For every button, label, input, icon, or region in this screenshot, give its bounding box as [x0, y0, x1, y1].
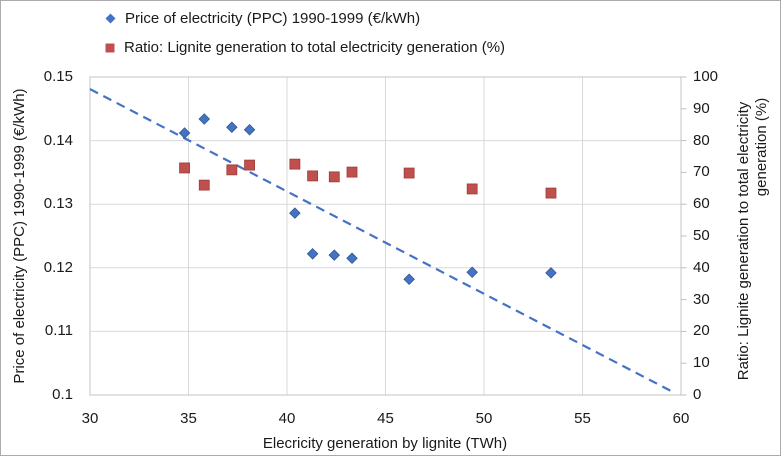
y-right-tick-label: 10 [693, 354, 710, 372]
y-left-tick-label: 0.12 [43, 258, 73, 276]
data-point-price[interactable] [289, 207, 301, 219]
y-left-tick-label: 0.14 [43, 131, 73, 149]
left-axis-title: Price of electricity (PPC) 1990-1999 (€/… [11, 88, 28, 384]
y-right-tick-label: 90 [693, 99, 710, 117]
data-point-ratio[interactable] [289, 158, 301, 170]
data-point-ratio[interactable] [328, 171, 340, 183]
trendline[interactable] [89, 88, 676, 395]
right-axis-title-line2: generation (%) [753, 97, 770, 197]
data-point-price[interactable] [346, 252, 358, 265]
y-right-tick-label: 60 [693, 195, 710, 213]
x-tick-label: 35 [180, 410, 197, 427]
data-point-ratio[interactable] [466, 183, 478, 195]
y-right-tick-label: 0 [693, 386, 702, 403]
x-axis-title: Elecricity generation by lignite (TWh) [262, 435, 508, 452]
data-point-price[interactable] [466, 266, 478, 279]
x-tick-label: 50 [475, 410, 493, 427]
diamond-icon [105, 13, 116, 24]
y-right-tick-label: 70 [693, 163, 710, 181]
data-point-price[interactable] [178, 127, 191, 139]
square-icon [105, 43, 115, 52]
y-right-tick-label: 20 [693, 322, 710, 340]
data-point-ratio[interactable] [403, 167, 415, 179]
y-left-tick-label: 0.15 [43, 68, 73, 85]
legend-item-price[interactable]: Price of electricity (PPC) 1990-1999 (€/… [105, 10, 505, 27]
data-point-ratio[interactable] [545, 187, 557, 199]
y-left-tick-label: 0.13 [43, 195, 73, 213]
legend-label-price: Price of electricity (PPC) 1990-1999 (€/… [125, 10, 421, 27]
data-point-ratio[interactable] [346, 166, 358, 178]
y-right-tick-label: 80 [693, 131, 710, 149]
data-point-price[interactable] [226, 121, 238, 134]
x-tick-label: 30 [81, 410, 99, 427]
data-point-ratio[interactable] [244, 159, 255, 171]
y-left-tick-label: 0.11 [44, 322, 73, 340]
y-right-tick-label: 100 [693, 68, 719, 85]
data-point-ratio[interactable] [307, 170, 319, 182]
data-point-ratio[interactable] [179, 162, 190, 174]
legend-label-ratio: Ratio: Lignite generation to total elect… [124, 39, 506, 56]
data-point-ratio[interactable] [226, 164, 238, 176]
data-point-price[interactable] [403, 273, 415, 286]
x-tick-label: 55 [574, 410, 591, 427]
data-point-price[interactable] [243, 124, 256, 136]
legend-item-ratio[interactable]: Ratio: Lignite generation to total elect… [105, 39, 505, 56]
right-axis-title-line1: Ratio: Lignite generation to total elect… [735, 101, 752, 381]
y-right-tick-label: 50 [693, 227, 710, 244]
legend: Price of electricity (PPC) 1990-1999 (€/… [105, 10, 505, 56]
data-point-price[interactable] [328, 249, 341, 261]
data-point-price[interactable] [545, 267, 557, 279]
x-tick-label: 60 [672, 410, 690, 427]
x-tick-label: 45 [377, 410, 394, 427]
y-right-tick-label: 40 [693, 258, 710, 276]
x-tick-label: 40 [278, 410, 296, 427]
y-right-tick-label: 30 [693, 290, 710, 308]
data-point-ratio[interactable] [198, 179, 210, 191]
data-point-price[interactable] [198, 113, 211, 125]
y-left-tick-label: 0.1 [52, 386, 73, 403]
data-point-price[interactable] [306, 248, 319, 260]
